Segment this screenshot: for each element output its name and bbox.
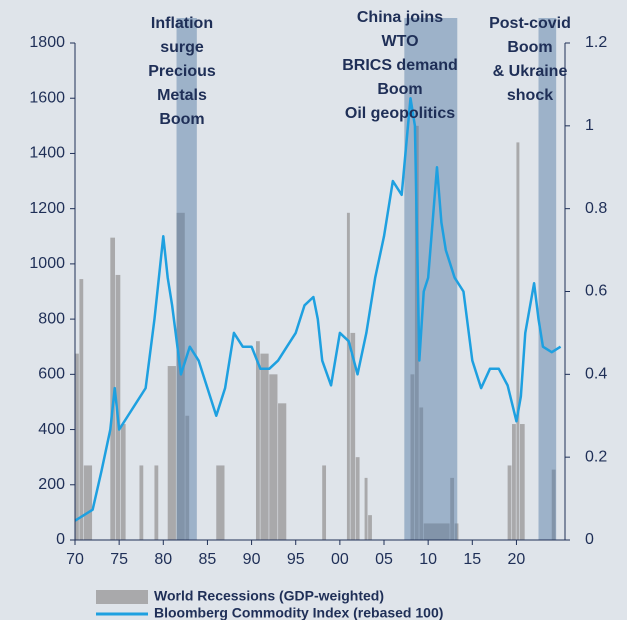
annotation: Boom bbox=[159, 111, 204, 128]
recession-bar bbox=[260, 353, 269, 540]
annotation: surge bbox=[160, 39, 204, 56]
recession-bar bbox=[255, 341, 260, 540]
annotation: Metals bbox=[157, 87, 207, 104]
annotation: Precious bbox=[148, 63, 216, 80]
shaded-period bbox=[404, 18, 458, 540]
y-tick-label: 600 bbox=[38, 366, 65, 383]
y2-tick-label: 0 bbox=[585, 531, 594, 548]
x-tick-label: 85 bbox=[199, 551, 217, 568]
shaded-period bbox=[538, 18, 557, 540]
annotation: shock bbox=[507, 87, 553, 104]
legend-label: World Recessions (GDP-weighted) bbox=[154, 588, 384, 604]
annotation: Boom bbox=[507, 39, 552, 56]
x-tick-label: 15 bbox=[463, 551, 481, 568]
recession-bar bbox=[110, 237, 116, 541]
x-tick-label: 75 bbox=[110, 551, 128, 568]
recession-bar bbox=[364, 477, 368, 540]
recession-bar bbox=[322, 465, 327, 540]
y-tick-label: 1000 bbox=[29, 255, 65, 272]
recession-bar bbox=[278, 403, 287, 540]
annotation: Boom bbox=[377, 81, 422, 98]
y-tick-label: 800 bbox=[38, 310, 65, 327]
index-line bbox=[74, 96, 562, 522]
annotation: BRICS demand bbox=[342, 57, 458, 74]
x-tick-label: 00 bbox=[331, 551, 349, 568]
recession-bar bbox=[269, 374, 278, 540]
recession-bar bbox=[79, 279, 84, 540]
annotation: Inflation bbox=[151, 15, 213, 32]
y2-tick-label: 0.6 bbox=[585, 283, 607, 300]
shaded-period bbox=[176, 18, 197, 540]
x-tick-label: 70 bbox=[66, 551, 84, 568]
legend-label: Bloomberg Commodity Index (rebased 100) bbox=[154, 605, 443, 620]
recession-bar bbox=[519, 424, 525, 540]
y2-tick-label: 0.2 bbox=[585, 448, 607, 465]
y-tick-label: 0 bbox=[56, 531, 65, 548]
recession-bar bbox=[346, 212, 350, 540]
annotation: China joins bbox=[357, 9, 443, 26]
recession-bar bbox=[355, 457, 360, 540]
recession-bar bbox=[507, 465, 512, 540]
recession-bar bbox=[368, 515, 372, 540]
x-tick-label: 80 bbox=[154, 551, 172, 568]
annotation: WTO bbox=[381, 33, 418, 50]
recession-bar bbox=[216, 465, 225, 540]
recession-bar bbox=[154, 465, 159, 540]
x-tick-label: 20 bbox=[508, 551, 526, 568]
y-tick-label: 400 bbox=[38, 421, 65, 438]
y2-tick-label: 0.4 bbox=[585, 366, 607, 383]
y2-tick-label: 1 bbox=[585, 117, 594, 134]
annotation: & Ukraine bbox=[493, 63, 568, 80]
x-tick-label: 05 bbox=[375, 551, 393, 568]
recession-bar bbox=[350, 332, 356, 540]
annotation: Post-covid bbox=[489, 15, 571, 32]
recession-bar bbox=[512, 424, 516, 540]
y-tick-label: 200 bbox=[38, 476, 65, 493]
y-tick-label: 1400 bbox=[29, 145, 65, 162]
annotation: Oil geopolitics bbox=[345, 105, 455, 122]
recession-bar bbox=[516, 142, 520, 540]
recession-bar bbox=[139, 465, 144, 540]
y-tick-label: 1600 bbox=[29, 89, 65, 106]
recession-bar bbox=[167, 366, 176, 540]
y-tick-label: 1800 bbox=[29, 34, 65, 51]
recession-bar bbox=[83, 465, 93, 540]
x-tick-label: 10 bbox=[419, 551, 437, 568]
legend-swatch bbox=[96, 590, 148, 604]
recession-bar bbox=[120, 424, 126, 540]
y2-tick-label: 1.2 bbox=[585, 34, 607, 51]
y-tick-label: 1200 bbox=[29, 200, 65, 217]
x-tick-label: 90 bbox=[243, 551, 261, 568]
y2-tick-label: 0.8 bbox=[585, 200, 607, 217]
recession-bar bbox=[75, 353, 79, 540]
x-tick-label: 95 bbox=[287, 551, 305, 568]
